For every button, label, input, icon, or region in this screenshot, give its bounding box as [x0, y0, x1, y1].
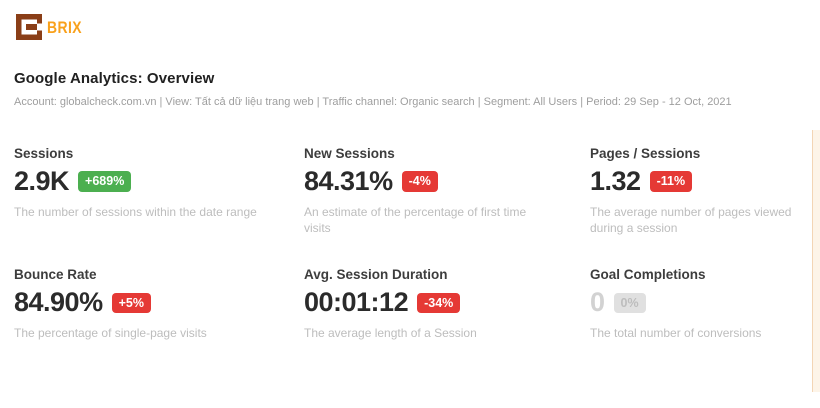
metric-card-new-sessions: New Sessions 84.31% -4% An estimate of t…	[304, 146, 590, 236]
metrics-grid: Sessions 2.9K +689% The number of sessio…	[14, 146, 810, 342]
metric-description: The total number of conversions	[590, 326, 762, 341]
metric-value: 84.90%	[14, 287, 103, 318]
metric-value-row: 84.31% -4%	[304, 168, 590, 195]
delta-badge: +689%	[78, 171, 132, 192]
delta-badge: -4%	[401, 171, 438, 192]
delta-badge: -34%	[417, 292, 461, 314]
metric-description: The average number of pages viewed durin…	[590, 205, 792, 236]
metric-value-row: 1.32 -11%	[590, 168, 810, 195]
metric-description: The average length of a Session	[304, 326, 477, 341]
metric-value: 0	[590, 287, 605, 318]
brand-name: BRIX	[47, 17, 82, 37]
metric-value: 00:01:12	[304, 287, 409, 318]
page-edge-line	[812, 130, 820, 392]
metric-label: Avg. Session Duration	[304, 267, 448, 283]
metric-label: Sessions	[14, 146, 74, 161]
page-title: Google Analytics: Overview	[14, 70, 215, 87]
metric-card-sessions: Sessions 2.9K +689% The number of sessio…	[14, 146, 304, 236]
metric-value-row: 0 0%	[590, 289, 810, 316]
delta-badge: 0%	[613, 292, 646, 314]
metric-label: New Sessions	[304, 146, 395, 161]
metric-value: 2.9K	[14, 166, 70, 196]
delta-badge: +5%	[111, 292, 151, 314]
metric-description: The number of sessions within the date r…	[14, 205, 257, 219]
brix-logo: BRIX	[16, 14, 90, 40]
metric-value: 84.31%	[304, 166, 393, 196]
brix-b-icon	[16, 14, 42, 40]
metric-description: An estimate of the percentage of first t…	[304, 205, 527, 236]
report-meta: Account: globalcheck.com.vn | View: Tất …	[14, 96, 732, 108]
metric-label: Pages / Sessions	[590, 146, 701, 161]
metric-label: Bounce Rate	[14, 267, 97, 283]
metric-value-row: 2.9K +689%	[14, 168, 304, 195]
metric-card-pages-per-session: Pages / Sessions 1.32 -11% The average n…	[590, 146, 810, 236]
metric-description: The percentage of single-page visits	[14, 326, 207, 341]
metric-card-goal-completions: Goal Completions 0 0% The total number o…	[590, 267, 810, 341]
metric-value-row: 84.90% +5%	[14, 289, 304, 316]
metric-value: 1.32	[590, 166, 641, 196]
delta-badge: -11%	[649, 171, 693, 192]
metric-card-bounce-rate: Bounce Rate 84.90% +5% The percentage of…	[14, 267, 304, 341]
metric-label: Goal Completions	[590, 267, 706, 283]
metric-value-row: 00:01:12 -34%	[304, 289, 590, 316]
report-header: Google Analytics: Overview Account: glob…	[14, 70, 806, 108]
metric-card-avg-session-duration: Avg. Session Duration 00:01:12 -34% The …	[304, 267, 590, 341]
